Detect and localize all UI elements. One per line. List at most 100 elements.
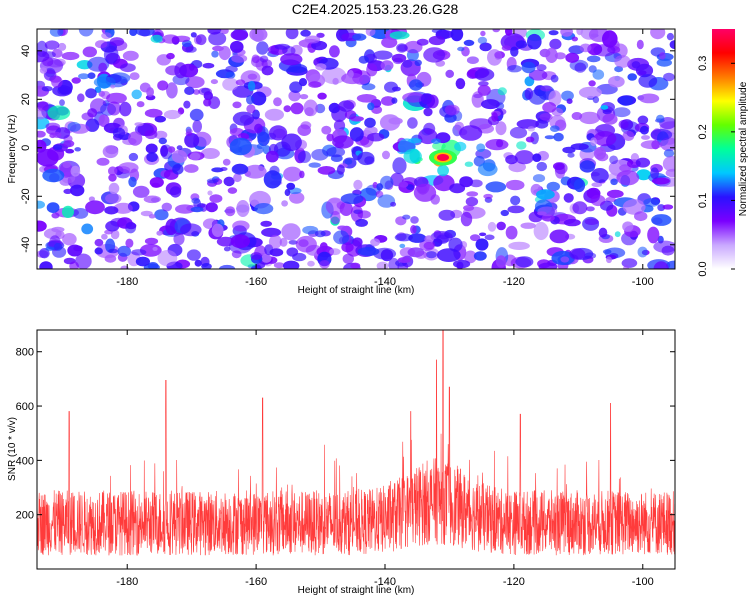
colorbar-tick-label: 0.2 bbox=[697, 124, 709, 139]
heatmap-cell bbox=[52, 131, 62, 138]
y-tick-label: 400 bbox=[16, 455, 34, 467]
heatmap-cell bbox=[463, 39, 475, 47]
heatmap-cell bbox=[120, 63, 136, 73]
heatmap-cell bbox=[333, 119, 346, 132]
heatmap-cell bbox=[286, 182, 296, 190]
heatmap-cell bbox=[300, 29, 311, 37]
heatmap-cell bbox=[665, 168, 675, 178]
heatmap-cell bbox=[653, 240, 675, 253]
heatmap-cell bbox=[205, 202, 218, 213]
heatmap-cell bbox=[225, 206, 236, 217]
heatmap-cell bbox=[190, 206, 204, 213]
heatmap-cell bbox=[185, 46, 197, 53]
heatmap-cell bbox=[39, 67, 48, 74]
heatmap-x-ticks: -180 -160 -140 -120 -100 bbox=[116, 29, 654, 288]
heatmap-cell bbox=[491, 112, 498, 122]
heatmap-cell bbox=[128, 152, 139, 162]
heatmap-cell bbox=[500, 209, 509, 217]
heatmap-cell bbox=[399, 247, 416, 258]
heatmap-cell bbox=[333, 230, 350, 245]
heatmap-cell bbox=[397, 257, 411, 263]
heatmap-cell bbox=[150, 34, 163, 44]
heatmap-cell bbox=[176, 145, 183, 151]
heatmap-cell bbox=[638, 74, 658, 88]
heatmap-cell bbox=[477, 36, 488, 45]
heatmap-cell bbox=[357, 247, 380, 256]
heatmap-cell bbox=[202, 62, 215, 69]
heatmap-cell bbox=[166, 82, 178, 99]
heatmap-cell bbox=[157, 80, 169, 91]
heatmap-cell bbox=[300, 121, 312, 130]
heatmap-cell bbox=[478, 81, 489, 87]
heatmap-cell bbox=[42, 168, 65, 183]
heatmap-cell bbox=[549, 229, 570, 244]
heatmap-cell bbox=[175, 204, 195, 214]
heatmap-cell bbox=[476, 143, 486, 152]
heatmap-x-axis-label: Height of straight line (km) bbox=[298, 285, 415, 296]
heatmap-cell bbox=[209, 194, 223, 203]
y-tick-label: 800 bbox=[16, 347, 34, 359]
x-tick-label: -100 bbox=[632, 576, 654, 588]
heatmap-cell bbox=[465, 196, 479, 207]
heatmap-cell bbox=[550, 125, 560, 132]
heatmap-cell bbox=[106, 92, 127, 104]
heatmap-cell bbox=[265, 150, 279, 163]
heatmap-cell bbox=[231, 54, 248, 63]
heatmap-cell bbox=[525, 136, 535, 143]
heatmap-cell bbox=[423, 47, 446, 63]
heatmap-cell bbox=[459, 125, 483, 141]
heatmap-cell bbox=[127, 131, 143, 146]
heatmap-cell bbox=[636, 169, 651, 181]
heatmap-cell bbox=[203, 91, 213, 101]
heatmap-frame bbox=[36, 28, 676, 270]
heatmap-cell bbox=[101, 233, 108, 240]
heatmap-cell bbox=[329, 198, 341, 204]
heatmap-cell bbox=[286, 247, 299, 257]
heatmap-cell bbox=[230, 234, 250, 249]
heatmap-cell bbox=[112, 127, 126, 139]
heatmap-cell bbox=[264, 244, 274, 256]
heatmap-cell bbox=[538, 262, 558, 269]
heatmap-peak bbox=[437, 153, 449, 161]
heatmap-cell bbox=[666, 32, 675, 41]
heatmap-cell bbox=[651, 177, 670, 185]
heatmap-cell bbox=[510, 46, 519, 57]
heatmap-cell bbox=[274, 43, 290, 50]
heatmap-cell bbox=[590, 137, 598, 147]
heatmap-cell bbox=[656, 58, 672, 67]
heatmap-cell bbox=[341, 72, 364, 85]
heatmap-cell bbox=[109, 72, 131, 84]
heatmap-cell bbox=[477, 162, 498, 177]
heatmap-cell bbox=[129, 29, 138, 36]
x-tick-label: -160 bbox=[245, 276, 267, 288]
heatmap-cell bbox=[338, 100, 355, 112]
heatmap-cell bbox=[326, 133, 334, 142]
heatmap-cell bbox=[220, 167, 228, 171]
heatmap-cell bbox=[172, 164, 184, 175]
heatmap-cell bbox=[406, 184, 415, 191]
heatmap-cell bbox=[53, 144, 63, 150]
heatmap-cell bbox=[560, 256, 570, 263]
heatmap-cell bbox=[87, 72, 96, 79]
heatmap-cell bbox=[636, 39, 644, 50]
heatmap-cell bbox=[223, 246, 231, 252]
heatmap-cell bbox=[460, 211, 473, 227]
heatmap-cell bbox=[191, 197, 200, 204]
heatmap-cell bbox=[479, 232, 487, 237]
heatmap-cell bbox=[67, 121, 81, 132]
heatmap-cell bbox=[622, 221, 634, 232]
colorbar-gradient bbox=[712, 29, 735, 269]
heatmap-cell bbox=[388, 257, 400, 269]
heatmap-cell bbox=[329, 45, 340, 58]
heatmap-cell bbox=[146, 152, 158, 163]
heatmap-cell bbox=[118, 162, 139, 174]
heatmap-cell bbox=[553, 132, 564, 142]
heatmap-cell bbox=[483, 193, 493, 199]
heatmap-cell bbox=[352, 33, 367, 41]
heatmap-cell bbox=[492, 29, 500, 33]
heatmap-cell bbox=[570, 143, 589, 151]
heatmap-cell bbox=[311, 149, 329, 161]
heatmap-cell bbox=[562, 146, 576, 154]
heatmap-cell bbox=[131, 89, 142, 100]
heatmap-cell bbox=[469, 179, 483, 188]
